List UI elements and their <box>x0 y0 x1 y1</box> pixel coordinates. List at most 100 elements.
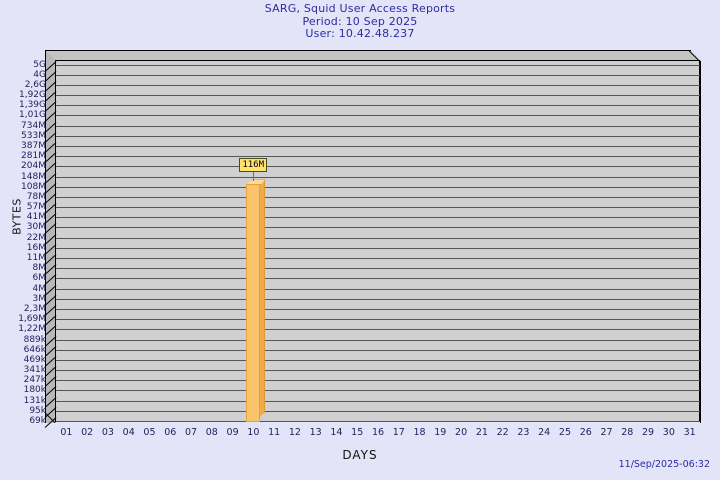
gridline <box>56 401 700 402</box>
gridline <box>56 258 700 259</box>
y-axis-tick-label: 5G <box>33 60 46 70</box>
y-axis-tick-label: 108M <box>21 182 46 192</box>
x-axis-tick-label: 18 <box>413 427 426 438</box>
gridline <box>56 115 700 116</box>
gridline <box>56 309 700 310</box>
x-axis-tick-label: 14 <box>330 427 343 438</box>
y-axis-title: BYTES <box>10 198 24 235</box>
y-axis-tick-label: 2,6G <box>24 80 46 90</box>
gridline <box>56 156 700 157</box>
x-axis-tick-label: 16 <box>371 427 385 438</box>
y-axis-tick-label: 4G <box>33 70 46 80</box>
gridline <box>56 370 700 371</box>
report-user: User: 10.42.48.237 <box>305 27 415 40</box>
x-axis-tick-label: 02 <box>81 427 94 438</box>
y-axis-tick-label: 11M <box>26 253 46 263</box>
x-axis-tick-label: 03 <box>101 427 114 438</box>
generated-timestamp: 11/Sep/2025-06:32 <box>618 459 710 470</box>
gridline <box>56 340 700 341</box>
y-axis-tick-label: 646k <box>23 345 46 355</box>
y-axis-tick-label: 1,22M <box>18 324 46 334</box>
x-axis-tick-label: 13 <box>309 427 322 438</box>
x-axis-tick-label: 01 <box>60 427 73 438</box>
y-axis-tick-label: 4M <box>32 284 47 294</box>
gridline <box>56 85 700 86</box>
report-period: Period: 10 Sep 2025 <box>302 14 418 28</box>
gridline <box>56 177 700 178</box>
gridline <box>56 319 700 320</box>
x-axis-tick-label: 28 <box>621 427 634 438</box>
x-axis-tick-label: 05 <box>143 427 156 438</box>
y-axis-tick-label: 2,3M <box>23 304 46 314</box>
data-label-stem <box>253 171 255 182</box>
x-axis-tick-label: 30 <box>662 427 675 438</box>
gridline <box>56 227 700 228</box>
x-axis-tick-label: 11 <box>268 427 281 438</box>
y-axis-tick-label: 889k <box>23 335 46 345</box>
y-axis-tick-label: 1,69M <box>18 314 46 324</box>
x-axis-tick-label: 31 <box>683 427 696 438</box>
gridline <box>56 350 700 351</box>
y-axis-tick-label: 204M <box>21 161 46 171</box>
gridline <box>56 380 700 381</box>
x-axis-tick-label: 26 <box>579 427 592 438</box>
gridline <box>56 299 700 300</box>
x-axis-tick-label: 04 <box>122 427 135 438</box>
x-axis-tick-label: 19 <box>434 427 447 438</box>
x-axis-tick-label: 22 <box>496 427 509 438</box>
gridline <box>56 289 700 290</box>
y-axis-tick-label: 1,01G <box>18 110 46 120</box>
x-axis-tick-label: 21 <box>475 427 488 438</box>
y-axis-tick-label: 22M <box>26 233 46 243</box>
gridline <box>56 248 700 249</box>
y-axis-tick-label: 8M <box>32 263 47 273</box>
x-axis-tick-label: 24 <box>538 427 551 438</box>
x-axis-tick-label: 10 <box>247 427 260 438</box>
y-axis-tick-label: 148M <box>21 172 46 182</box>
gridline <box>56 360 700 361</box>
plot-right-edge <box>700 61 701 423</box>
gridline <box>56 187 700 188</box>
y-axis-tick-label: 16M <box>26 243 46 253</box>
gridline <box>56 105 700 106</box>
gridline <box>56 411 700 412</box>
y-axis-tick-label: 57M <box>26 202 46 212</box>
bar-front-face <box>246 184 261 422</box>
gridline <box>56 197 700 198</box>
plot-top-wall <box>45 50 701 61</box>
x-axis-tick-label: 29 <box>642 427 655 438</box>
x-axis-tick-label: 08 <box>205 427 218 438</box>
x-axis-tick-label: 12 <box>288 427 301 438</box>
y-axis-tick-label: 734M <box>21 121 46 131</box>
report-title-block: SARG, Squid User Access Reports Period: … <box>0 2 720 41</box>
x-axis-tick-label: 06 <box>164 427 177 438</box>
plot-left-wall <box>45 50 56 423</box>
gridline <box>56 136 700 137</box>
y-axis-tick-label: 281M <box>21 151 46 161</box>
gridline <box>56 146 700 147</box>
y-axis-tick-label: 387M <box>21 141 46 151</box>
y-axis-tick-label: 95k <box>29 406 46 416</box>
plot-top-edge <box>45 50 691 51</box>
x-axis-tick-label: 23 <box>517 427 530 438</box>
gridline <box>56 166 700 167</box>
y-axis-tick-label: 69k <box>29 416 46 426</box>
y-axis-tick-label: 30M <box>26 222 46 232</box>
gridline <box>56 75 700 76</box>
gridline <box>56 126 700 127</box>
plot-left-edge <box>45 50 46 423</box>
x-axis-tick-label: 07 <box>184 427 198 438</box>
x-axis-tick-label: 15 <box>351 427 364 438</box>
y-axis-tick-label: 6M <box>32 273 47 283</box>
gridline <box>56 390 700 391</box>
y-axis-tick-label: 469k <box>23 355 46 365</box>
x-axis-tick-label: 09 <box>226 427 239 438</box>
y-axis-tick-label: 78M <box>26 192 46 202</box>
page-title: SARG, Squid User Access Reports <box>264 2 456 15</box>
gridline <box>56 268 700 269</box>
x-axis-title: DAYS <box>342 448 378 462</box>
y-axis-tick-label: 3M <box>32 294 47 304</box>
gridline <box>56 207 700 208</box>
y-axis-tick-label: 1,39G <box>18 100 46 110</box>
gridline <box>56 278 700 279</box>
